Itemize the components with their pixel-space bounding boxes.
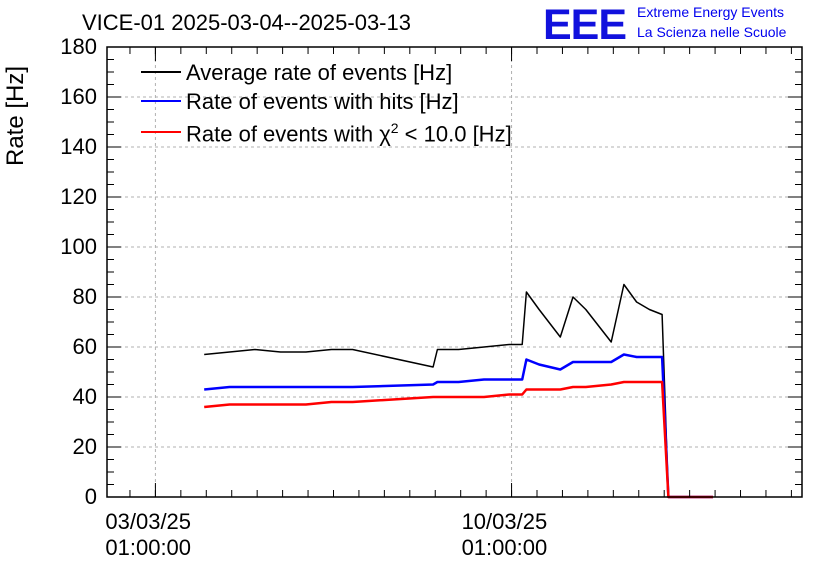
y-tick-label: 100 (60, 234, 97, 259)
y-tick-label: 180 (60, 34, 97, 59)
x-tick-time: 01:00:00 (461, 535, 548, 560)
y-tick-label: 80 (72, 284, 97, 309)
series-layer (204, 283, 713, 499)
y-tick-label: 160 (60, 84, 97, 109)
legend-chi2-superscript: 2 (390, 120, 399, 136)
legend-lines (141, 71, 181, 133)
x-tick-label: 10/03/25 01:00:00 (462, 509, 548, 561)
y-axis-label: Rate [Hz] (2, 65, 29, 166)
legend-label-chi2: Rate of events with χ2 < 10.0 [Hz] (186, 120, 512, 147)
x-tick-time: 01:00:00 (105, 535, 192, 560)
y-tick-label: 40 (72, 384, 97, 409)
x-tick-date: 03/03/25 (105, 509, 192, 534)
x-tick-date: 10/03/25 (461, 509, 548, 534)
chart-title: VICE-01 2025-03-04--2025-03-13 (82, 10, 411, 35)
logo-caption-2: La Scienza nelle Scuole (637, 24, 787, 40)
legend-label-hits: Rate of events with hits [Hz] (186, 89, 459, 114)
y-tick-label: 120 (60, 184, 97, 209)
axis-ticks (107, 46, 802, 498)
series-line-1 (204, 283, 713, 498)
legend-label-average: Average rate of events [Hz] (186, 60, 453, 85)
eee-logo: EEE (543, 1, 627, 49)
y-tick-label: 20 (72, 434, 97, 459)
series-line-3 (204, 380, 713, 499)
y-tick-label: 140 (60, 134, 97, 159)
x-tick-label: 03/03/25 01:00:00 (105, 509, 191, 561)
legend-chi2-rest: < 10.0 [Hz] (398, 121, 512, 147)
logo-caption-1: Extreme Energy Events (637, 4, 785, 20)
grid-lines (107, 47, 802, 497)
legend-chi2-text: Rate of events with χ (186, 121, 391, 147)
y-tick-label: 60 (72, 334, 97, 359)
series-line-2 (204, 353, 713, 499)
y-tick-label: 0 (84, 484, 97, 509)
